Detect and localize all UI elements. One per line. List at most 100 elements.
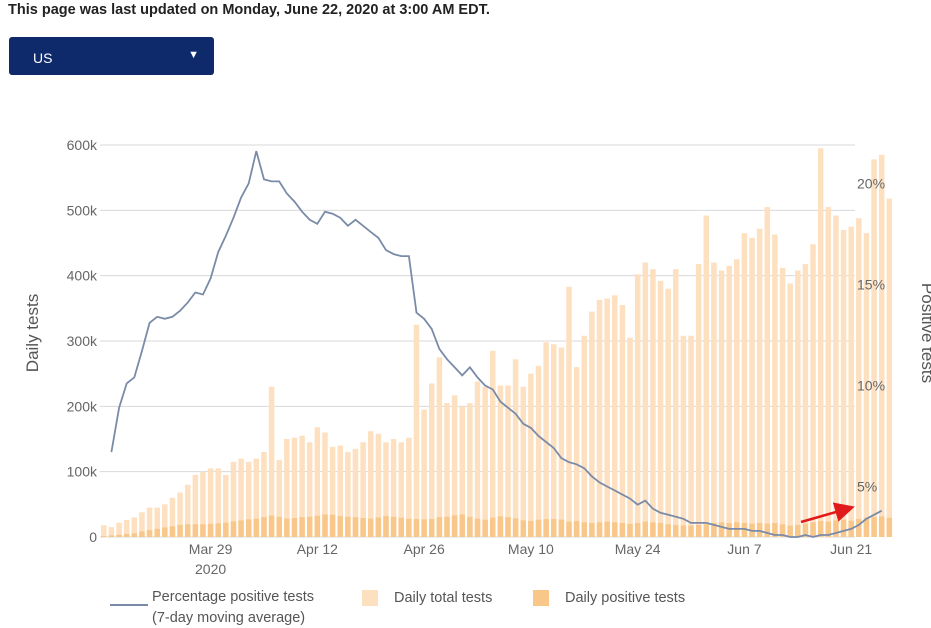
legend-positive-label: Daily positive tests [565, 590, 685, 606]
total-tests-bar [299, 435, 305, 537]
positive-tests-bar [680, 525, 687, 537]
positive-tests-bar [589, 522, 595, 537]
total-tests-bar [421, 409, 427, 537]
positive-tests-bar [520, 520, 527, 537]
y-right-tick-label: 5% [857, 478, 877, 494]
positive-tests-bar [192, 524, 199, 537]
positive-tests-bar [833, 520, 839, 537]
total-tests-bar [512, 359, 519, 537]
positive-tests-bar [200, 524, 206, 537]
total-tests-bar [329, 446, 336, 537]
total-tests-bar [459, 406, 465, 537]
positive-tests-bar [322, 514, 328, 537]
total-tests-bar [169, 497, 176, 537]
y-tick-label: 300k [67, 333, 98, 349]
positive-tests-bar [284, 518, 290, 537]
legend-positive-swatch [533, 590, 549, 606]
right-axis-title: Positive tests [918, 283, 931, 383]
total-tests-bar [497, 385, 504, 537]
total-tests-bar [230, 461, 237, 537]
positive-rate-line [110, 150, 883, 538]
total-tests-bar [154, 507, 160, 537]
y-right-tick-label: 10% [857, 377, 885, 393]
positive-tests-bar [779, 524, 786, 537]
total-tests-bar [627, 337, 633, 537]
x-tick-sublabel: 2020 [195, 561, 226, 577]
total-tests-bar [825, 207, 832, 538]
positive-rate-line-layer [110, 150, 883, 538]
total-tests-bar [566, 286, 572, 537]
total-tests-bar [306, 442, 313, 537]
y-tick-label: 500k [67, 202, 98, 218]
total-tests-bar [253, 458, 260, 537]
positive-tests-bar [627, 523, 633, 537]
positive-tests-bar [497, 516, 504, 537]
positive-tests-bar [512, 518, 519, 537]
positive-tests-bar [116, 534, 122, 537]
positive-tests-bar [108, 535, 115, 537]
positive-tests-bar [528, 520, 534, 537]
positive-tests-bar [406, 518, 412, 537]
total-tests-bar [444, 403, 450, 537]
positive-tests-bar [238, 520, 244, 537]
total-tests-bar [718, 270, 725, 537]
positive-tests-bar [253, 518, 260, 537]
positive-tests-bar [345, 516, 351, 537]
total-tests-bar [451, 395, 458, 537]
y-tick-label: 600k [67, 137, 98, 153]
positive-tests-bar [756, 522, 763, 537]
positive-tests-bar [299, 517, 305, 537]
positive-tests-bar [398, 517, 404, 537]
positive-tests-bar [306, 516, 313, 537]
total-tests-bar [490, 350, 496, 537]
positive-tests-bar [535, 519, 542, 537]
positive-tests-bar [634, 522, 641, 537]
region-select-value: US [33, 50, 53, 66]
annotation-arrow [800, 502, 855, 524]
positive-tests-bar [230, 521, 237, 537]
positive-tests-bar [650, 522, 656, 537]
positive-tests-bar [863, 517, 870, 537]
positive-tests-bar [390, 516, 397, 537]
legend-total-label: Daily total tests [394, 590, 492, 606]
total-tests-bar [779, 267, 786, 537]
positive-tests-bar [490, 517, 496, 537]
positive-tests-bar [551, 519, 557, 537]
last-updated-text: This page was last updated on Monday, Ju… [8, 2, 490, 18]
total-tests-bar [734, 259, 740, 537]
total-tests-bar [192, 474, 199, 537]
positive-tests-bar [360, 518, 366, 537]
x-tick-label: May 10 [508, 541, 554, 557]
total-tests-bar [406, 437, 412, 537]
total-tests-bar [543, 342, 549, 537]
x-tick-label: Jun 21 [830, 541, 872, 557]
positive-tests-bar [177, 524, 183, 537]
positive-tests-bar [581, 522, 588, 537]
total-tests-bar [604, 298, 610, 537]
total-tests-bar [101, 525, 107, 537]
positive-tests-bar [184, 524, 191, 537]
positive-tests-bar [787, 525, 793, 537]
total-tests-bar [245, 461, 252, 537]
total-tests-bar [810, 244, 816, 537]
positive-tests-bar [207, 523, 214, 537]
total-tests-bar [238, 458, 244, 537]
positive-tests-bar [604, 521, 610, 537]
x-tick-label: Mar 29 [189, 541, 233, 557]
total-tests-bar [558, 347, 565, 537]
positive-tests-bar [421, 519, 427, 537]
total-tests-bar [787, 283, 793, 537]
positive-tests-bar [878, 516, 885, 537]
total-tests-bar [741, 233, 748, 537]
positive-tests-bar [413, 519, 420, 537]
positive-tests-bar [688, 525, 694, 537]
total-tests-bar [162, 504, 168, 537]
positive-tests-bar [764, 523, 771, 537]
positive-tests-bar [451, 515, 458, 537]
positive-tests-bar [474, 518, 481, 537]
total-tests-bar [802, 263, 809, 537]
total-tests-bar [642, 262, 649, 537]
positive-tests-bar [695, 524, 702, 537]
region-select[interactable]: US ▼ [9, 37, 214, 75]
positive-tests-bar [329, 514, 336, 537]
